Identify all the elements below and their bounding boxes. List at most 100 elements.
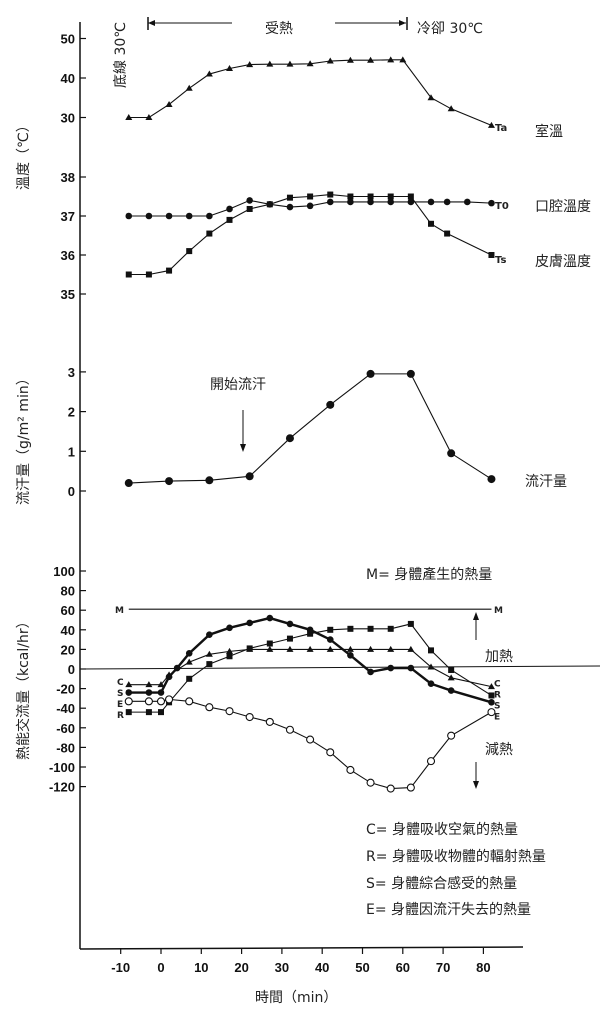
series-sweat-point bbox=[165, 477, 174, 486]
x-tick-label: 30 bbox=[275, 960, 289, 975]
series-e-point bbox=[447, 731, 456, 740]
series-c-point bbox=[205, 650, 213, 657]
series-end-letter-s: S bbox=[494, 702, 500, 712]
series-ts-point bbox=[488, 252, 495, 258]
series-e-point bbox=[245, 712, 254, 722]
series-to-point bbox=[347, 198, 354, 206]
y-tick-label: 38 bbox=[61, 170, 75, 185]
series-r-point bbox=[448, 666, 455, 673]
series-s-point bbox=[387, 664, 395, 672]
series-s-point bbox=[266, 614, 274, 622]
series-ts-point bbox=[367, 193, 374, 200]
series-sweat-point bbox=[326, 400, 335, 409]
x-tick-label: -10 bbox=[111, 960, 130, 975]
series-e-point bbox=[487, 708, 496, 717]
series-e-point bbox=[225, 707, 234, 716]
series-r-point bbox=[158, 709, 164, 716]
series-start-letter-r: R bbox=[117, 711, 124, 721]
series-c-point bbox=[387, 645, 395, 652]
series-symbol-ts: Ts bbox=[495, 255, 506, 266]
series-ts-point bbox=[428, 220, 435, 227]
series-to-point bbox=[387, 198, 395, 206]
series-r-point bbox=[327, 626, 334, 633]
series-symbol-ta: Ta bbox=[495, 123, 507, 134]
series-e-point bbox=[285, 725, 295, 734]
series-ta-point bbox=[185, 84, 193, 91]
series-ts-point bbox=[266, 201, 273, 208]
series-e-point bbox=[205, 703, 214, 712]
arrowhead-icon bbox=[148, 20, 155, 26]
sweat-start-annotation: 開始流汗 bbox=[210, 377, 266, 393]
series-to-point bbox=[246, 197, 253, 204]
series-ts-point bbox=[307, 193, 314, 200]
series-to-point bbox=[185, 212, 193, 220]
series-r-point bbox=[145, 709, 152, 716]
series-end-letter-m: M bbox=[494, 606, 503, 616]
y-tick-label: 50 bbox=[61, 32, 75, 47]
arrowhead-icon bbox=[473, 781, 479, 789]
series-e-line bbox=[128, 698, 492, 790]
series-c-point bbox=[226, 647, 234, 654]
y-tick-label: 36 bbox=[61, 248, 75, 263]
series-to-point bbox=[145, 212, 153, 220]
series-c-point bbox=[306, 645, 314, 652]
series-ta-point bbox=[487, 121, 495, 128]
series-c-point bbox=[145, 681, 153, 688]
series-s-point bbox=[173, 664, 181, 672]
series-ts-point bbox=[145, 271, 152, 278]
series-ts-point bbox=[246, 205, 253, 212]
y-tick-label: 3 bbox=[68, 365, 75, 380]
legend-m: M= 身體產生的熱量 bbox=[366, 566, 492, 583]
x-tick-label: 40 bbox=[315, 960, 329, 975]
series-ts-point bbox=[387, 193, 394, 200]
series-c-point bbox=[346, 645, 354, 652]
arrowhead-icon bbox=[399, 20, 406, 26]
series-label-ta: 室溫 bbox=[535, 123, 563, 140]
series-ta-point bbox=[367, 56, 375, 63]
series-ta-point bbox=[306, 60, 314, 67]
series-s-point bbox=[367, 668, 374, 676]
series-to-point bbox=[367, 198, 374, 206]
series-s-point bbox=[185, 650, 193, 657]
arrowhead-icon bbox=[473, 612, 479, 620]
series-sweat-point bbox=[447, 449, 456, 458]
series-ta-point bbox=[326, 57, 334, 64]
series-ts-point bbox=[186, 248, 193, 255]
x-tick-label: 20 bbox=[234, 960, 248, 975]
series-r-point bbox=[266, 640, 273, 647]
sweat-series-label: 流汗量 bbox=[525, 474, 567, 490]
y-tick-label: -40 bbox=[56, 701, 75, 716]
series-r-point bbox=[246, 645, 253, 652]
sweat-ylabel: 流汗量（g/m² min） bbox=[16, 371, 32, 505]
series-c-point bbox=[125, 681, 133, 688]
series-e-point bbox=[265, 717, 274, 726]
series-s-point bbox=[306, 626, 314, 634]
heat-gain-annotation: 加熱 bbox=[485, 649, 513, 665]
series-s-point bbox=[326, 636, 334, 643]
y-tick-label: 37 bbox=[61, 209, 75, 224]
series-r-point bbox=[387, 625, 394, 632]
series-c-point bbox=[407, 645, 415, 652]
series-e-point bbox=[386, 784, 395, 793]
x-tick-label: 50 bbox=[355, 960, 369, 975]
series-ts-point bbox=[125, 271, 132, 278]
header-heat-label: 受熱 bbox=[265, 21, 293, 37]
y-tick-label: 1 bbox=[68, 444, 75, 459]
y-tick-label: 60 bbox=[61, 603, 75, 618]
series-to-point bbox=[286, 203, 294, 211]
series-s-point bbox=[157, 689, 165, 696]
legend-c: C= 身體吸收空氣的熱量 bbox=[366, 822, 518, 838]
series-s-point bbox=[165, 673, 173, 681]
y-tick-label: 30 bbox=[61, 111, 75, 126]
series-to-point bbox=[443, 198, 451, 206]
series-c-point bbox=[367, 645, 375, 652]
series-sweat-point bbox=[487, 475, 496, 484]
series-e-point bbox=[346, 765, 355, 774]
series-sweat-point bbox=[285, 434, 294, 443]
x-tick-label: 60 bbox=[396, 960, 410, 975]
series-e-point bbox=[306, 735, 315, 744]
series-sweat-point bbox=[124, 479, 133, 488]
series-start-letter-s: S bbox=[117, 689, 123, 699]
series-ts-point bbox=[347, 193, 354, 200]
series-e-point bbox=[156, 697, 166, 706]
